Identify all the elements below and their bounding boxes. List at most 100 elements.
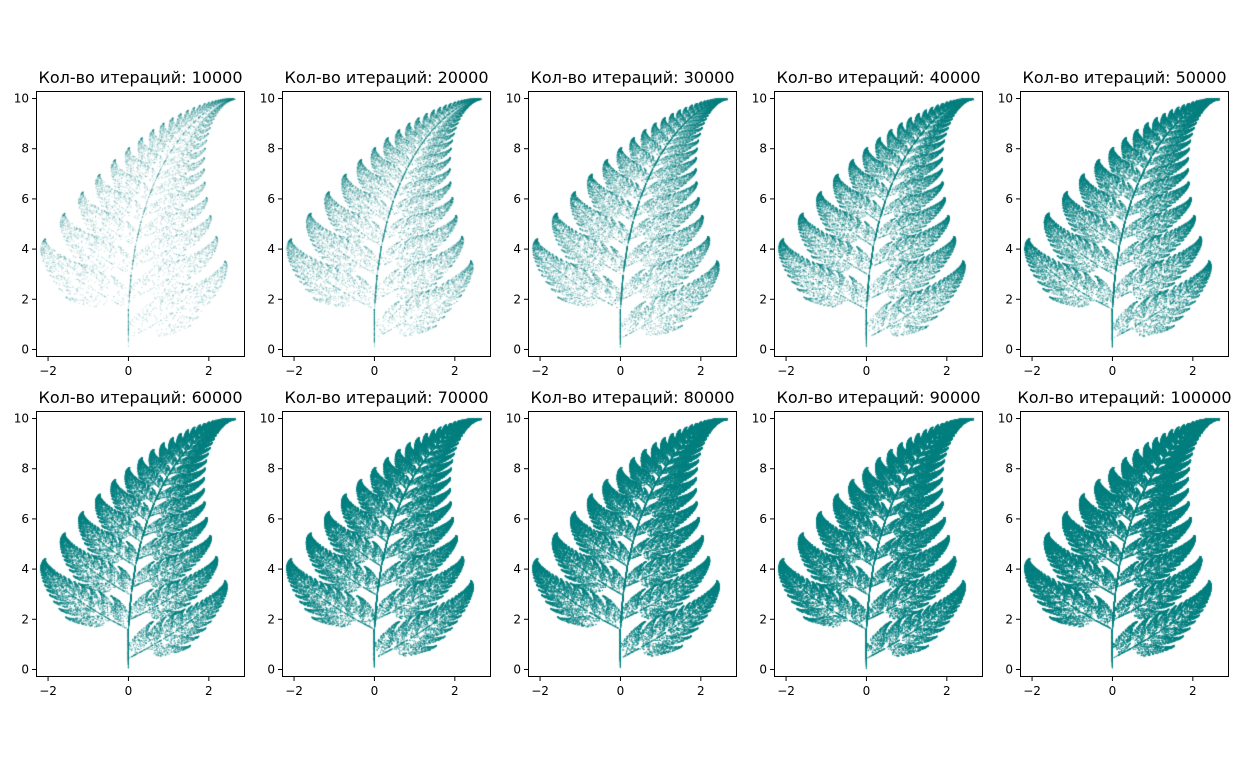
x-tick-label: 2: [205, 684, 213, 698]
x-tick-label: 2: [205, 364, 213, 378]
axes-frame: [36, 411, 245, 677]
x-tick-label: −2: [285, 364, 303, 378]
y-tick-label: 10: [506, 92, 521, 106]
scatter-points: [528, 411, 737, 677]
x-tick-label: 2: [697, 684, 705, 698]
y-tick-label: 0: [21, 342, 29, 356]
subplot-6: Кол-во итераций: 60000 −2 0 2 0 2 4 6 8 10: [14, 388, 245, 698]
subplot-10: Кол-во итераций: 100000 −2 0 2 0 2 4 6 8 10: [998, 388, 1232, 698]
x-tick-label: 2: [943, 684, 951, 698]
y-tick-label: 2: [513, 292, 521, 306]
subplot-5: Кол-во итераций: 50000 −2 0 2 0 2 4 6 8 10: [998, 68, 1229, 378]
y-tick-label: 8: [759, 142, 767, 156]
x-tick-label: −2: [777, 684, 795, 698]
y-tick-label: 6: [267, 512, 275, 526]
scatter-points: [1020, 411, 1229, 677]
y-tick-label: 2: [267, 612, 275, 626]
y-tick-label: 4: [267, 562, 275, 576]
x-tick-label: 0: [1109, 684, 1117, 698]
y-tick-label: 6: [513, 512, 521, 526]
x-tick-label: −2: [531, 684, 549, 698]
subplot-2: Кол-во итераций: 20000 −2 0 2 0 2 4 6 8 10: [260, 68, 491, 378]
y-tick-label: 4: [21, 242, 29, 256]
subplot-7: Кол-во итераций: 70000 −2 0 2 0 2 4 6 8 10: [260, 388, 491, 698]
subplot-9: Кол-во итераций: 90000 −2 0 2 0 2 4 6 8 10: [752, 388, 983, 698]
y-tick-label: 0: [267, 662, 275, 676]
subplot-title: Кол-во итераций: 100000: [1017, 388, 1231, 407]
x-tick-label: 2: [1189, 364, 1197, 378]
y-tick-label: 10: [14, 92, 29, 106]
scatter-points: [36, 411, 245, 677]
x-tick-label: 0: [125, 684, 133, 698]
y-tick-label: 0: [1005, 342, 1013, 356]
y-tick-label: 8: [759, 462, 767, 476]
x-tick-label: −2: [531, 364, 549, 378]
y-tick-label: 0: [759, 342, 767, 356]
y-tick-label: 6: [1005, 192, 1013, 206]
subplot-1: Кол-во итераций: 10000 −2 0 2 0 2 4 6 8 10: [14, 68, 245, 378]
y-tick-label: 8: [267, 142, 275, 156]
axes-frame: [1020, 411, 1229, 677]
y-tick-label: 10: [998, 92, 1013, 106]
scatter-points: [282, 91, 491, 357]
y-tick-label: 0: [513, 342, 521, 356]
axes-frame: [774, 91, 983, 357]
y-tick-label: 10: [14, 412, 29, 426]
y-tick-label: 4: [513, 242, 521, 256]
x-tick-label: 0: [371, 364, 379, 378]
y-tick-label: 2: [759, 612, 767, 626]
y-tick-label: 6: [1005, 512, 1013, 526]
x-tick-label: −2: [39, 684, 57, 698]
y-tick-label: 4: [1005, 562, 1013, 576]
x-tick-label: −2: [285, 684, 303, 698]
scatter-points: [282, 411, 491, 677]
scatter-points: [774, 411, 983, 677]
y-tick-label: 6: [513, 192, 521, 206]
y-tick-label: 10: [998, 412, 1013, 426]
y-tick-label: 2: [513, 612, 521, 626]
x-tick-label: 2: [451, 364, 459, 378]
y-tick-label: 10: [752, 412, 767, 426]
axes-frame: [774, 411, 983, 677]
y-tick-label: 2: [267, 292, 275, 306]
subplot-title: Кол-во итераций: 30000: [530, 68, 734, 87]
subplot-title: Кол-во итераций: 20000: [284, 68, 488, 87]
subplot-title: Кол-во итераций: 70000: [284, 388, 488, 407]
x-tick-label: 0: [863, 364, 871, 378]
axes-frame: [282, 411, 491, 677]
y-tick-label: 8: [21, 462, 29, 476]
x-tick-label: 0: [371, 684, 379, 698]
x-tick-label: 0: [617, 684, 625, 698]
x-tick-label: −2: [1023, 364, 1041, 378]
subplot-3: Кол-во итераций: 30000 −2 0 2 0 2 4 6 8 10: [506, 68, 737, 378]
y-tick-label: 8: [267, 462, 275, 476]
scatter-points: [1020, 91, 1229, 357]
axes-frame: [282, 91, 491, 357]
y-tick-label: 0: [759, 662, 767, 676]
scatter-points: [774, 91, 983, 357]
axes-frame: [36, 91, 245, 357]
scatter-points: [528, 91, 737, 357]
scatter-points: [36, 91, 245, 357]
x-tick-label: 2: [697, 364, 705, 378]
y-tick-label: 8: [21, 142, 29, 156]
y-tick-label: 0: [513, 662, 521, 676]
x-tick-label: 0: [617, 364, 625, 378]
x-tick-label: 0: [863, 684, 871, 698]
subplot-4: Кол-во итераций: 40000 −2 0 2 0 2 4 6 8 10: [752, 68, 983, 378]
subplot-title: Кол-во итераций: 90000: [776, 388, 980, 407]
y-tick-label: 4: [759, 562, 767, 576]
y-tick-label: 10: [260, 92, 275, 106]
y-tick-label: 2: [21, 612, 29, 626]
y-tick-label: 8: [1005, 462, 1013, 476]
y-tick-label: 10: [506, 412, 521, 426]
y-tick-label: 8: [513, 462, 521, 476]
x-tick-label: −2: [1023, 684, 1041, 698]
y-tick-label: 10: [752, 92, 767, 106]
y-tick-label: 6: [267, 192, 275, 206]
subplot-title: Кол-во итераций: 10000: [38, 68, 242, 87]
y-tick-label: 10: [260, 412, 275, 426]
x-tick-label: −2: [777, 364, 795, 378]
x-tick-label: 2: [943, 364, 951, 378]
